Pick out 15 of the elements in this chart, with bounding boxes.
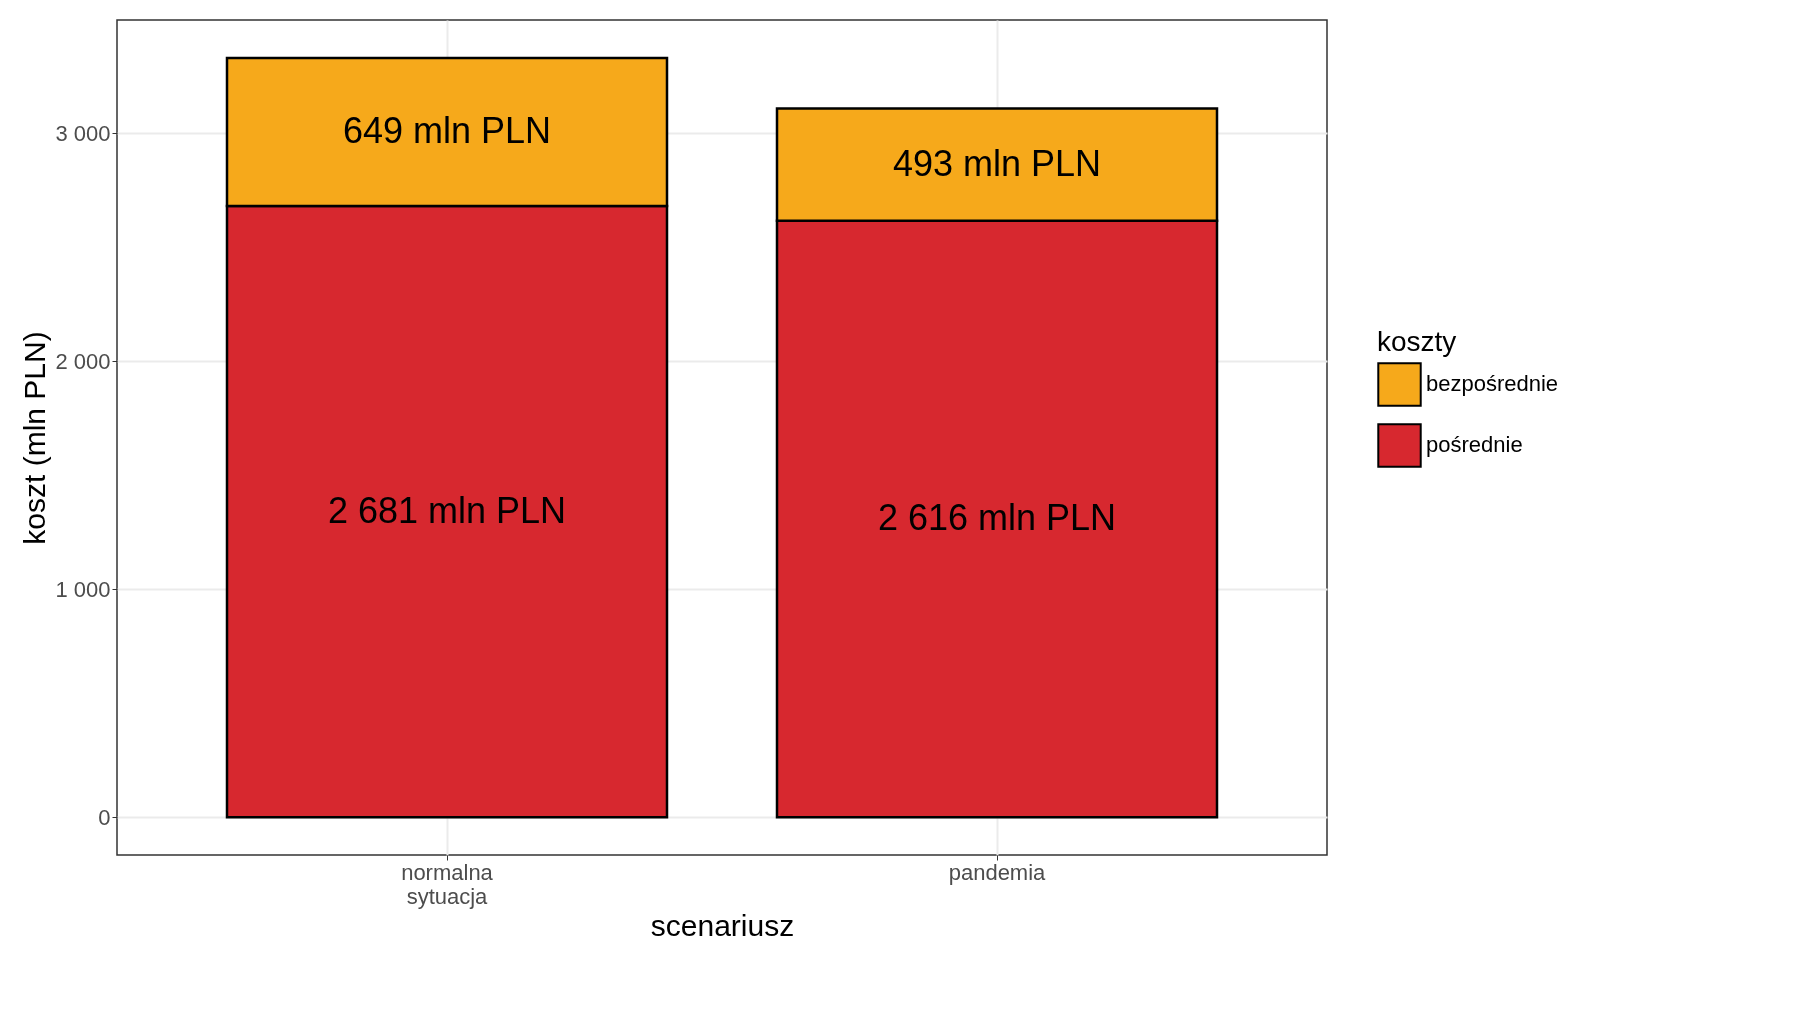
- data-label: 649 mln PLN: [342, 110, 552, 152]
- x-tick-label: normalna sytuacja: [401, 859, 494, 909]
- data-label: 2 681 mln PLN: [327, 489, 567, 531]
- y-tick-label: 3 000: [55, 120, 111, 146]
- y-tick-label: 2 000: [55, 348, 111, 374]
- legend-label: pośrednie: [1426, 432, 1523, 458]
- x-axis-title: scenariusz: [650, 908, 795, 942]
- legend-title: koszty: [1377, 325, 1457, 357]
- legend-label: bezpośrednie: [1426, 371, 1559, 397]
- x-tick-label: pandemia: [948, 859, 1047, 885]
- y-tick-label: 1 000: [55, 576, 111, 602]
- y-axis-title: koszt (mln PLN): [18, 331, 52, 545]
- data-label: 493 mln PLN: [892, 142, 1102, 184]
- y-tick-label: 0: [98, 804, 111, 830]
- data-label: 2 616 mln PLN: [877, 496, 1117, 538]
